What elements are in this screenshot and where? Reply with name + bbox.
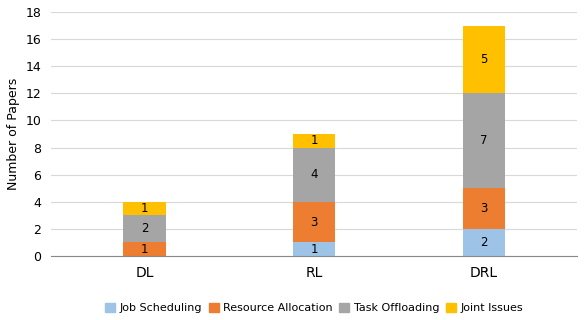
- Bar: [123, 215, 166, 243]
- Bar: [293, 148, 335, 202]
- Bar: [463, 93, 505, 188]
- Y-axis label: Number of Papers: Number of Papers: [7, 78, 20, 190]
- Text: 5: 5: [480, 53, 488, 66]
- Text: 1: 1: [141, 243, 148, 256]
- Bar: [463, 229, 505, 256]
- Text: 4: 4: [310, 168, 318, 181]
- Bar: [123, 202, 166, 215]
- Bar: [123, 243, 166, 256]
- Bar: [463, 188, 505, 229]
- Bar: [293, 134, 335, 148]
- Bar: [293, 202, 335, 243]
- Text: 3: 3: [480, 202, 488, 215]
- Text: 3: 3: [310, 216, 318, 228]
- Bar: [463, 26, 505, 93]
- Text: 7: 7: [480, 134, 488, 147]
- Text: 1: 1: [141, 202, 148, 215]
- Bar: [293, 243, 335, 256]
- Text: 2: 2: [141, 222, 148, 236]
- Text: 1: 1: [310, 134, 318, 147]
- Text: 1: 1: [310, 243, 318, 256]
- Text: 2: 2: [480, 236, 488, 249]
- Legend: Job Scheduling, Resource Allocation, Task Offloading, Joint Issues: Job Scheduling, Resource Allocation, Tas…: [100, 298, 527, 317]
